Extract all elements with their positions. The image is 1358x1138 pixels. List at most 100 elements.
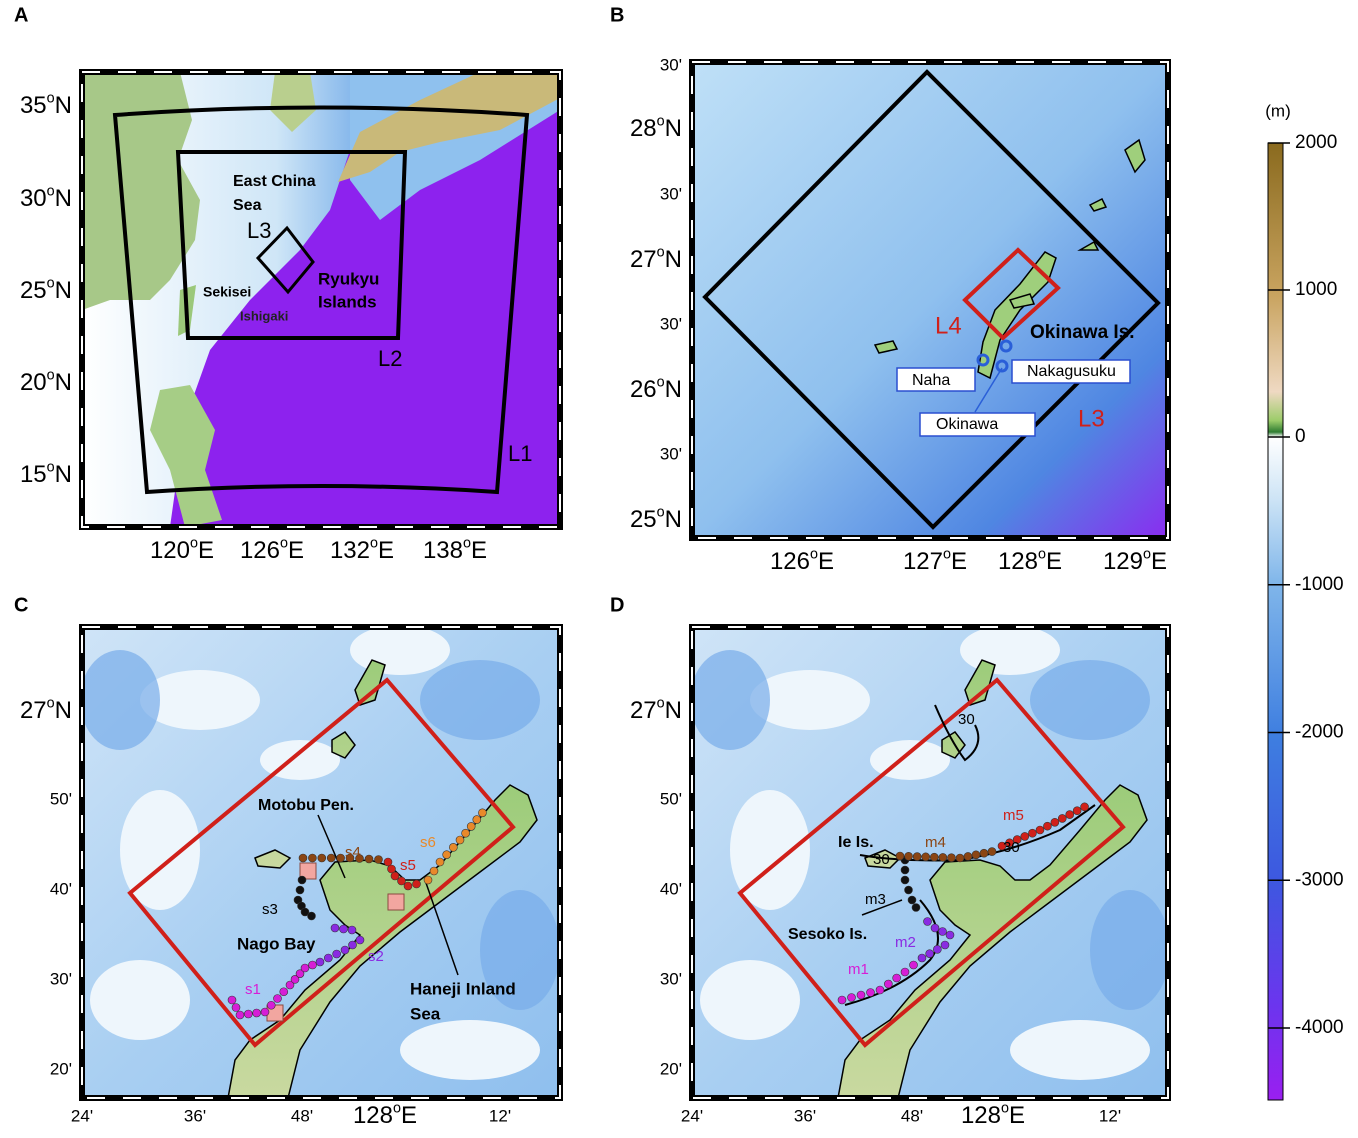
label-box — [1011, 359, 1131, 384]
lon-label: 24' — [71, 1106, 93, 1125]
domain-l4 — [127, 677, 516, 1048]
station-dot — [904, 885, 913, 895]
lat-label: 35oN — [20, 90, 72, 119]
domain-l3 — [255, 225, 315, 295]
deep — [1090, 890, 1168, 1010]
station-dot — [971, 850, 981, 860]
colorbar-tick-label: 1000 — [1295, 279, 1337, 300]
domain-l4 — [962, 247, 1061, 341]
station-dot — [856, 990, 866, 1000]
station-dot — [900, 865, 910, 875]
station-dot — [290, 975, 300, 984]
annotation: Islands — [318, 292, 377, 311]
lon-label: 24' — [681, 1106, 703, 1125]
label-box — [896, 367, 976, 392]
station-dot — [884, 979, 893, 989]
annotation: 30 — [873, 851, 890, 868]
shallow — [90, 960, 190, 1040]
station-dot — [1035, 825, 1045, 835]
station-dot — [412, 879, 421, 889]
station-dot — [866, 988, 875, 997]
map-c — [82, 627, 560, 1098]
station-dot — [235, 1010, 245, 1020]
land — [977, 251, 1057, 380]
station-dot — [895, 851, 905, 861]
annotation: Nago Bay — [237, 934, 316, 953]
lat-label: 30' — [660, 969, 682, 988]
station-dot — [955, 853, 965, 863]
deep — [1030, 660, 1150, 740]
land — [338, 72, 560, 182]
site-marker — [995, 359, 1009, 373]
label-box — [919, 412, 1036, 437]
lat-label: 30' — [50, 969, 72, 988]
station-dot — [478, 808, 487, 818]
station-dot — [397, 876, 406, 886]
lat-label: 50' — [50, 789, 72, 808]
annotation: Ishigaki — [240, 308, 288, 323]
map-d — [692, 627, 1168, 1098]
annotation: Motobu Pen. — [258, 797, 354, 814]
station-dot — [847, 993, 856, 1002]
station-dot — [930, 923, 940, 933]
annotation: s2 — [368, 948, 384, 965]
colorbar — [1267, 142, 1284, 1101]
annotation: Sea — [410, 1004, 441, 1023]
station-dot — [315, 957, 325, 967]
station-dot — [940, 940, 950, 950]
station-dot — [355, 935, 365, 945]
annotation: s6 — [420, 834, 436, 851]
sea — [692, 62, 1168, 538]
frame-ticks — [81, 626, 561, 1099]
station-dot — [904, 851, 913, 861]
station-dot — [837, 995, 847, 1005]
annotation: L4 — [935, 312, 962, 339]
annotation: 30 — [1003, 839, 1020, 856]
land — [270, 72, 316, 132]
station-dot — [307, 911, 316, 921]
station-dot — [1080, 802, 1089, 812]
station-dot — [298, 853, 308, 863]
station-marker — [387, 893, 405, 911]
leader-line — [974, 367, 1003, 413]
station-dot — [1065, 810, 1075, 819]
land — [837, 784, 1148, 1098]
station-dot — [461, 828, 470, 838]
station-dot — [923, 917, 932, 926]
panel-letter: A — [14, 4, 28, 26]
station-dot — [900, 967, 910, 977]
station-dot — [945, 930, 955, 940]
station-dot — [997, 841, 1007, 851]
lon-label: 120oE — [150, 535, 214, 564]
station-dot — [912, 852, 922, 861]
colorbar-tick-label: -1000 — [1295, 574, 1344, 595]
station-dot — [347, 925, 357, 935]
shallow — [1010, 1020, 1150, 1080]
station-dot — [466, 822, 476, 831]
station-dot — [455, 835, 465, 845]
station-dot — [326, 853, 336, 863]
station-dot — [266, 1000, 276, 1010]
station-dot — [963, 852, 973, 861]
lon-label: 127oE — [903, 546, 967, 575]
lat-label: 25oN — [630, 504, 682, 533]
station-dot — [925, 949, 934, 958]
station-dot — [295, 969, 305, 978]
station-dot — [938, 853, 948, 862]
colorbar-tick-label: -2000 — [1295, 722, 1344, 743]
shallow — [350, 627, 450, 675]
station-dot — [472, 815, 482, 824]
station-dot — [1072, 806, 1082, 816]
station-dot — [330, 923, 340, 933]
annotation: m5 — [1003, 807, 1024, 824]
station-dot — [403, 881, 413, 891]
lon-label: 128oE — [998, 546, 1062, 575]
deep — [420, 660, 540, 740]
lon-label: 132oE — [330, 535, 394, 564]
station-dot — [947, 853, 956, 863]
land — [82, 72, 200, 310]
leader-line — [317, 814, 459, 976]
station-dot — [987, 847, 997, 856]
station-marker — [299, 862, 317, 880]
station-dot — [435, 857, 445, 867]
